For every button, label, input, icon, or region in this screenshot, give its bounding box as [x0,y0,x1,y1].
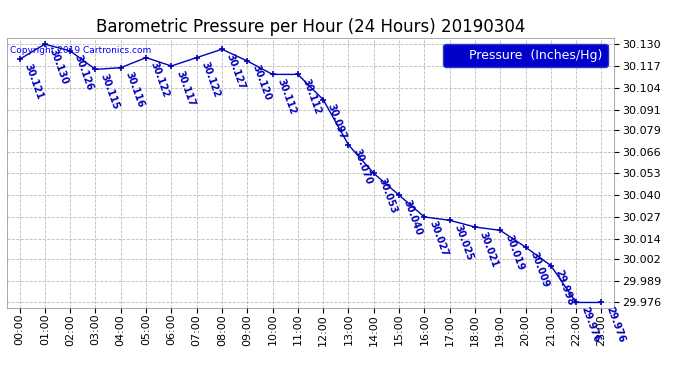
Text: 30.116: 30.116 [124,70,146,109]
Text: 30.122: 30.122 [199,60,221,99]
Text: 30.025: 30.025 [453,223,475,262]
Text: 30.027: 30.027 [427,220,449,258]
Text: 30.112: 30.112 [301,77,323,116]
Text: 30.120: 30.120 [250,64,273,102]
Text: 30.127: 30.127 [225,52,247,91]
Text: 30.021: 30.021 [477,230,500,268]
Text: 30.009: 30.009 [529,250,551,289]
Text: 29.976: 29.976 [604,305,627,344]
Text: 30.130: 30.130 [48,47,70,86]
Text: 29.998: 29.998 [553,268,576,307]
Text: 30.122: 30.122 [149,60,171,99]
Text: 30.019: 30.019 [503,233,525,272]
Text: 30.115: 30.115 [98,72,121,111]
Text: 30.121: 30.121 [22,62,45,101]
Text: 30.097: 30.097 [326,102,348,141]
Text: 30.112: 30.112 [275,77,297,116]
Text: Copyright 2019 Cartronics.com: Copyright 2019 Cartronics.com [10,46,151,55]
Text: 30.070: 30.070 [351,148,373,186]
Text: 29.976: 29.976 [579,305,601,344]
Legend: Pressure  (Inches/Hg): Pressure (Inches/Hg) [443,44,608,67]
Text: 30.053: 30.053 [377,176,399,215]
Text: 30.040: 30.040 [402,198,424,237]
Title: Barometric Pressure per Hour (24 Hours) 20190304: Barometric Pressure per Hour (24 Hours) … [96,18,525,36]
Text: 30.117: 30.117 [174,69,197,108]
Text: 30.126: 30.126 [73,54,95,92]
